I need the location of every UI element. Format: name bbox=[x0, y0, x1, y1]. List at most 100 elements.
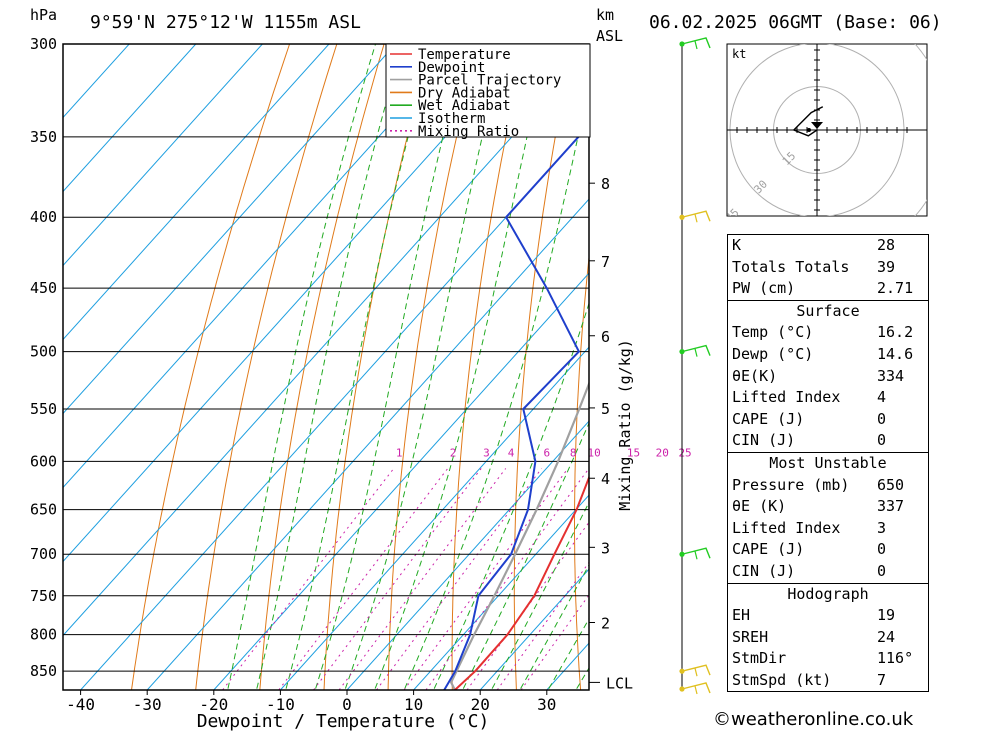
isotherm-line bbox=[146, 198, 589, 690]
datetime-title: 06.02.2025 06GMT (Base: 06) bbox=[649, 12, 942, 33]
legend-entry-label: Temperature bbox=[418, 47, 511, 63]
wet-adiabat-line bbox=[404, 83, 589, 689]
wind-barbs bbox=[679, 37, 711, 695]
mixing-ratio-line bbox=[222, 468, 395, 690]
index-row: θE (K) 337 bbox=[728, 496, 928, 518]
index-value: 39 bbox=[877, 257, 896, 276]
pressure-tick-label: 800 bbox=[30, 626, 57, 644]
x-axis-label: Dewpoint / Temperature (°C) bbox=[197, 711, 490, 732]
index-row: Dewp (°C) 14.6 bbox=[728, 344, 928, 366]
most-unstable-section: Most Unstable Pressure (mb) 650 θE (K) 337 L… bbox=[728, 451, 928, 583]
surface-title: Surface bbox=[796, 301, 860, 320]
wind-barb bbox=[681, 210, 711, 222]
index-row: CIN (J) 0 bbox=[728, 561, 928, 583]
profile-series bbox=[443, 44, 589, 690]
mixing-ratio-label: 3 bbox=[483, 446, 490, 459]
temperature-tick-label: -20 bbox=[199, 695, 228, 714]
index-label: K bbox=[732, 236, 742, 254]
temperature-tick-label: -40 bbox=[66, 695, 95, 714]
hodograph-point bbox=[807, 128, 811, 132]
temperature-line bbox=[454, 474, 589, 690]
mixing-ratio-axis-label: Mixing Ratio (g/kg) bbox=[616, 339, 634, 511]
index-row: CAPE (J) 0 bbox=[728, 539, 928, 561]
isotherm-line bbox=[63, 44, 463, 489]
index-label: Lifted Index bbox=[732, 388, 841, 407]
index-row: StmSpd (kt) 7 bbox=[728, 670, 928, 692]
storm-motion-marker bbox=[811, 122, 823, 129]
index-value: 650 bbox=[877, 475, 905, 494]
pressure-tick-label: 400 bbox=[30, 208, 57, 226]
wind-barb bbox=[681, 37, 711, 49]
legend-entry-label: Wet Adiabat bbox=[418, 98, 511, 114]
lcl-label: LCL bbox=[606, 674, 633, 692]
km-tick-label: 2 bbox=[601, 614, 610, 632]
km-unit-label: km bbox=[596, 6, 614, 24]
index-label: Dewp (°C) bbox=[732, 344, 814, 363]
wind-barb bbox=[681, 344, 711, 356]
index-row: Temp (°C) 16.2 bbox=[728, 322, 928, 344]
index-value: 16.2 bbox=[877, 323, 914, 342]
km-tick-label: 3 bbox=[601, 539, 610, 557]
wet-adiabat-line bbox=[256, 44, 404, 689]
dry-adiabat-line bbox=[451, 44, 527, 690]
isotherm-line bbox=[63, 44, 130, 119]
altitude-axis: 8 7 6 5 4 3 2 LCL bbox=[589, 175, 633, 692]
wind-barb-feather bbox=[694, 685, 698, 695]
isotherm-line bbox=[346, 420, 589, 690]
index-row: SREH 24 bbox=[728, 627, 928, 649]
km-tick-label: 4 bbox=[601, 470, 610, 488]
mixing-ratio-line bbox=[376, 468, 543, 690]
index-row: PW (cm) 2.71 bbox=[728, 278, 928, 300]
pressure-tick-label: 850 bbox=[30, 662, 57, 680]
isotherm-line bbox=[63, 44, 263, 267]
temperature-tick-label: -30 bbox=[133, 695, 162, 714]
index-value: 24 bbox=[877, 627, 896, 646]
surface-section: Surface Temp (°C) 16.2 Dewp (°C) 14.6 θE(K) 3… bbox=[728, 299, 928, 452]
index-value: 334 bbox=[877, 366, 905, 385]
footer-credit: ©weatheronline.co.uk bbox=[713, 709, 913, 730]
index-value: 2.71 bbox=[877, 279, 914, 298]
hodograph-section: Hodograph EH 19 SREH 24 StmDir 116° StmSpd (kt… bbox=[728, 582, 928, 692]
dry-adiabat-line bbox=[690, 44, 715, 690]
legend-entry-label: Dewpoint bbox=[418, 60, 485, 76]
mixing-ratio-line bbox=[313, 468, 482, 690]
index-row: Lifted Index 4 bbox=[728, 387, 928, 409]
hodograph-title: Hodograph bbox=[787, 584, 869, 603]
mixing-ratio-label: 25 bbox=[678, 446, 691, 459]
dry-adiabat-line bbox=[387, 44, 479, 690]
dewpoint-line bbox=[443, 44, 580, 690]
wind-barb bbox=[681, 664, 711, 676]
index-row: CAPE (J) 0 bbox=[728, 409, 928, 431]
index-value: 337 bbox=[877, 497, 905, 516]
isotherm-line bbox=[213, 272, 589, 690]
hodograph-ring-label: 45 bbox=[723, 206, 742, 225]
pressure-tick-label: 350 bbox=[30, 128, 57, 146]
mixing-ratio-label: 15 bbox=[627, 446, 640, 459]
wind-level-dot bbox=[679, 668, 685, 674]
wind-barb bbox=[681, 682, 711, 694]
index-row: EH 19 bbox=[728, 605, 928, 627]
mixing-ratio-label: 1 bbox=[396, 446, 403, 459]
mixing-ratio-label: 8 bbox=[570, 446, 577, 459]
wet-adiabat-line bbox=[227, 44, 376, 689]
pressure-tick-label: 550 bbox=[30, 400, 57, 418]
index-label: Pressure (mb) bbox=[732, 475, 850, 494]
dry-adiabat-line bbox=[323, 44, 432, 690]
index-row: StmDir 116° bbox=[728, 648, 928, 670]
isotherm-line bbox=[63, 50, 589, 637]
index-label: Totals Totals bbox=[732, 257, 850, 276]
index-label: θE(K) bbox=[732, 366, 778, 385]
dry-adiabat-line bbox=[513, 44, 574, 690]
background-lines bbox=[63, 44, 715, 690]
mixing-ratio-label: 10 bbox=[588, 446, 601, 459]
index-value: 19 bbox=[877, 606, 896, 625]
dry-adiabat-line bbox=[633, 44, 667, 690]
index-value: 14.6 bbox=[877, 344, 914, 363]
wet-adiabat-line bbox=[315, 44, 467, 689]
index-value: 4 bbox=[877, 388, 887, 407]
wind-barb-feather bbox=[694, 40, 698, 50]
temperature-axis: -40 -30 -20 -10 0 10 20 30 bbox=[66, 690, 556, 714]
